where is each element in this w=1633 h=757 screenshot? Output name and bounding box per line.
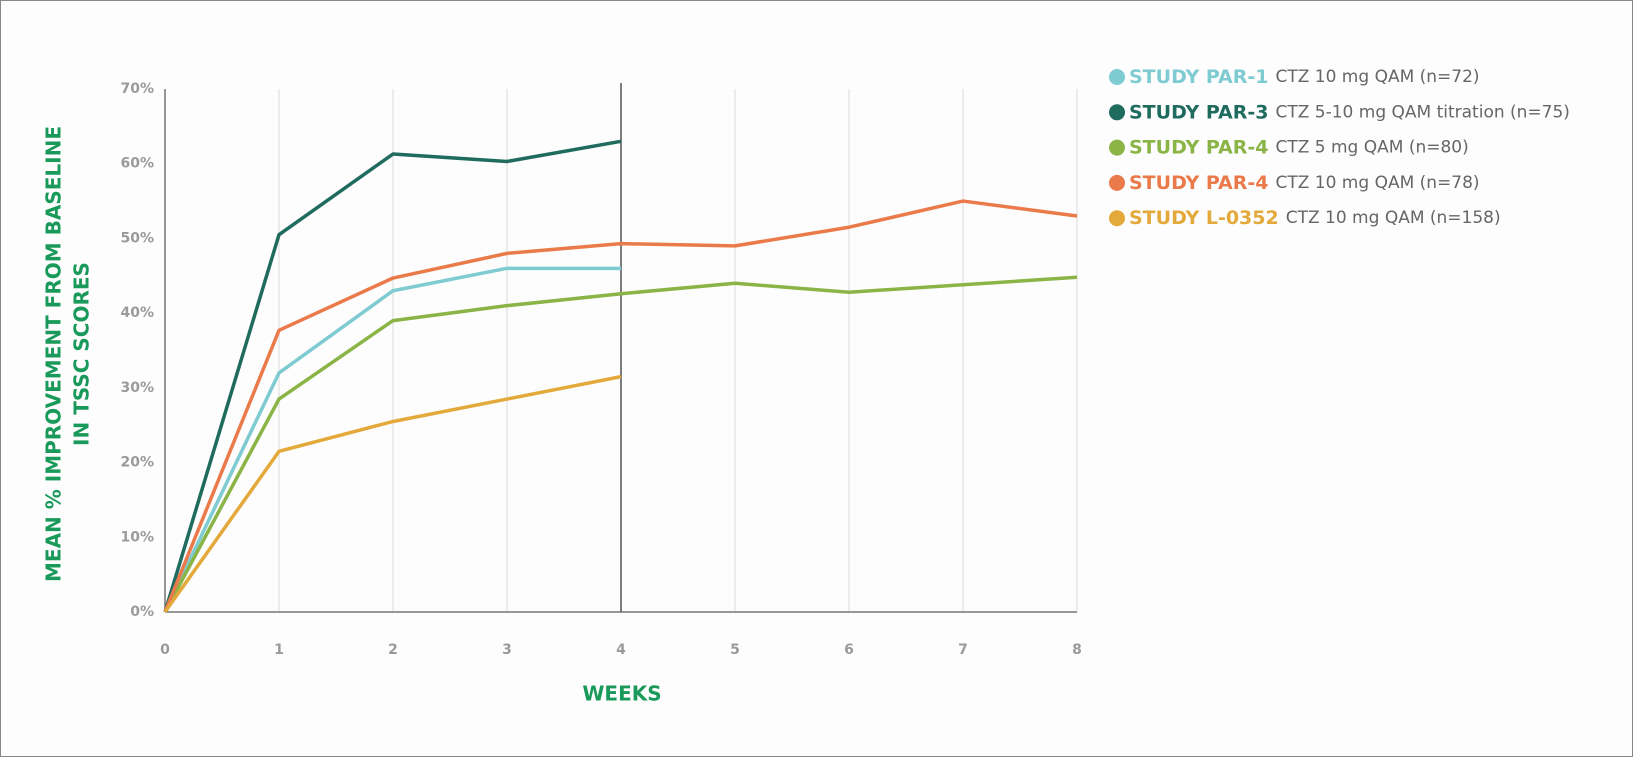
y-tick-label: 70% xyxy=(120,81,154,97)
legend-description: CTZ 10 mg QAM (n=72) xyxy=(1275,67,1479,87)
y-axis-title-group: MEAN % IMPROVEMENT FROM BASELINE IN TSSC… xyxy=(42,126,94,582)
series-line xyxy=(163,139,622,613)
x-axis-title: WEEKS xyxy=(582,682,661,706)
legend-description: CTZ 5-10 mg QAM titration (n=75) xyxy=(1275,102,1569,122)
y-tick-label: 50% xyxy=(120,230,154,246)
series-line xyxy=(163,199,1078,613)
legend-marker xyxy=(1109,210,1125,227)
legend-marker xyxy=(1109,174,1125,191)
legend-description: CTZ 10 mg QAM (n=158) xyxy=(1286,208,1501,228)
legend-name: STUDY PAR-4 xyxy=(1129,171,1268,193)
series-line xyxy=(163,266,621,613)
legend-name: STUDY PAR-3 xyxy=(1129,101,1268,123)
legend-entry: STUDY PAR-4 CTZ 5 mg QAM (n=80) xyxy=(1129,136,1469,158)
y-axis-title: IN TSSC SCORES xyxy=(70,262,94,446)
y-tick-label: 10% xyxy=(120,529,154,545)
x-tick-label: 7 xyxy=(958,642,968,658)
series-line xyxy=(163,275,1078,613)
legend-marker xyxy=(1109,69,1125,85)
x-tick-label: 0 xyxy=(160,642,170,658)
series-line xyxy=(163,374,622,614)
legend-name: STUDY L-0352 xyxy=(1129,207,1279,229)
y-tick-label: 40% xyxy=(120,305,154,321)
x-tick-label: 4 xyxy=(616,642,626,658)
y-tick-label: 0% xyxy=(130,604,154,620)
legend-entry: STUDY PAR-3 CTZ 5-10 mg QAM titration (n=… xyxy=(1129,101,1570,123)
y-axis-title: MEAN % IMPROVEMENT FROM BASELINE xyxy=(42,126,66,582)
legend-entry: STUDY PAR-4 CTZ 10 mg QAM (n=78) xyxy=(1129,171,1480,193)
y-tick-label: 30% xyxy=(120,380,154,396)
legend-marker xyxy=(1109,104,1125,121)
y-tick-label: 20% xyxy=(120,455,154,471)
x-tick-label: 1 xyxy=(274,642,284,658)
legend-description: CTZ 5 mg QAM (n=80) xyxy=(1275,138,1468,158)
x-tick-label: 3 xyxy=(502,642,512,658)
legend-entry: STUDY L-0352 CTZ 10 mg QAM (n=158) xyxy=(1129,207,1501,229)
legend-name: STUDY PAR-4 xyxy=(1129,136,1268,158)
legend-description: CTZ 10 mg QAM (n=78) xyxy=(1275,173,1479,193)
legend-entry: STUDY PAR-1 CTZ 10 mg QAM (n=72) xyxy=(1129,66,1480,88)
y-tick-label: 60% xyxy=(120,156,154,172)
x-tick-label: 8 xyxy=(1072,642,1082,658)
legend-name: STUDY PAR-1 xyxy=(1129,66,1268,88)
x-tick-label: 5 xyxy=(730,642,740,658)
legend-marker xyxy=(1109,139,1125,156)
x-tick-label: 2 xyxy=(388,642,398,658)
x-tick-label: 6 xyxy=(844,642,854,658)
